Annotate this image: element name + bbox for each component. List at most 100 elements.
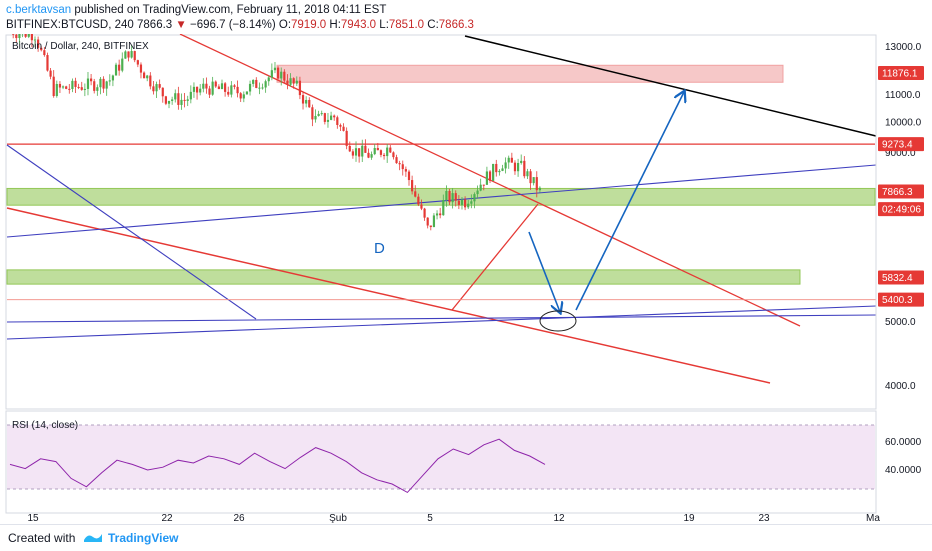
brand-link[interactable]: TradingView (108, 531, 179, 545)
price-tick-label: 11000.0 (885, 90, 921, 101)
candle-body (86, 78, 90, 89)
candle-body (65, 86, 68, 89)
high-label: H: (329, 19, 341, 31)
candle-body (124, 51, 127, 59)
candle-body (255, 79, 258, 88)
candle-body (192, 86, 196, 92)
candle-body (161, 87, 164, 97)
candle-body (370, 154, 373, 158)
candle-body (389, 147, 392, 153)
candle-body (264, 81, 267, 88)
close-value: 7866.3 (438, 19, 474, 31)
candle-body (476, 190, 479, 195)
candle-body (24, 34, 27, 37)
price-tag-box (878, 184, 924, 199)
candle-body (270, 70, 273, 78)
candle-body (252, 79, 255, 84)
candle-body (423, 208, 426, 218)
candle-body (205, 83, 208, 89)
candle-body (429, 225, 432, 228)
candle-body (108, 80, 111, 82)
candle-body (146, 75, 149, 79)
candle-body (467, 203, 470, 208)
candle-body (538, 187, 541, 191)
candle-body (180, 99, 183, 105)
candle-body (401, 164, 404, 170)
time-tick-label: Ma (866, 513, 880, 524)
candle-body (77, 86, 80, 88)
price-change: −696.7 (−8.14%) (190, 19, 276, 31)
price-tick-label: 5000.0 (885, 317, 916, 328)
candle-body (395, 157, 398, 164)
candle-body (358, 148, 361, 157)
candle-body (516, 162, 520, 172)
price-tick-label: 9000.0 (885, 148, 916, 159)
candle-body (535, 177, 538, 191)
candle-body (149, 75, 152, 87)
candle-body (80, 87, 83, 90)
price-tag-label: 5832.4 (882, 273, 913, 284)
candle-body (236, 86, 239, 94)
price-tag-box (878, 66, 924, 81)
candle-body (174, 93, 177, 100)
candle-body (439, 213, 442, 216)
candle-body (68, 88, 71, 90)
candle-body (298, 80, 302, 96)
candle-body (277, 67, 280, 79)
candle-body (208, 88, 211, 95)
price-tag-label: 7866.3 (882, 187, 913, 198)
candle-body (460, 199, 464, 205)
rising-wedge-line (451, 203, 539, 311)
candle-body (43, 50, 46, 56)
candle-body (435, 213, 439, 216)
candle-body (167, 100, 171, 104)
candle-body (155, 84, 158, 92)
candle-body (261, 87, 264, 89)
candle-body (510, 157, 513, 163)
candle-body (83, 88, 86, 90)
author-link[interactable]: c.berktavsan (6, 4, 72, 16)
upper-blue-channel-line (6, 164, 877, 238)
candle-body (451, 193, 454, 203)
candle-body (133, 51, 136, 61)
candle-body (420, 204, 423, 209)
candle-body (295, 80, 298, 84)
candle-body (376, 148, 379, 151)
long-term-downtrend-line (464, 35, 877, 137)
candle-body (239, 93, 242, 99)
candle-body (164, 96, 167, 104)
candle-body (245, 91, 249, 95)
candle-body (386, 147, 389, 157)
open-value: 7919.0 (291, 19, 327, 31)
price-tick-label: 4000.0 (885, 381, 916, 392)
candle-body (367, 152, 370, 158)
symbol-label: BITFINEX:BTCUSD, 240 (6, 19, 134, 31)
candle-body (442, 200, 445, 216)
candle-body (136, 60, 139, 65)
price-chart[interactable]: Bitcoin / Dollar, 240, BITFINEX D RSI (1… (0, 34, 932, 524)
candle-body (345, 130, 348, 146)
candle-body (102, 78, 105, 89)
candle-body (414, 191, 417, 197)
candle-body (283, 71, 286, 81)
target-circle (539, 310, 577, 332)
candle-body (454, 193, 457, 201)
price-tag-label: 5400.3 (882, 295, 913, 306)
price-tick-label: 10000.0 (885, 117, 922, 128)
candle-body (485, 171, 489, 185)
candle-body (280, 71, 283, 79)
candle-body (139, 64, 143, 73)
candle-body (49, 70, 52, 77)
down-projection-arrow (528, 231, 560, 312)
high-value: 7943.0 (340, 19, 377, 31)
candle-body (183, 99, 186, 101)
price-tick-label: 13000.0 (885, 42, 922, 53)
footer: Created with TradingView (0, 524, 932, 551)
candle-body (398, 163, 401, 165)
candle-body (12, 34, 15, 35)
candle-body (71, 80, 74, 89)
candle-body (520, 160, 523, 163)
zone-D-zone (6, 187, 876, 206)
candle-body (52, 76, 55, 96)
candle-body (199, 88, 202, 93)
